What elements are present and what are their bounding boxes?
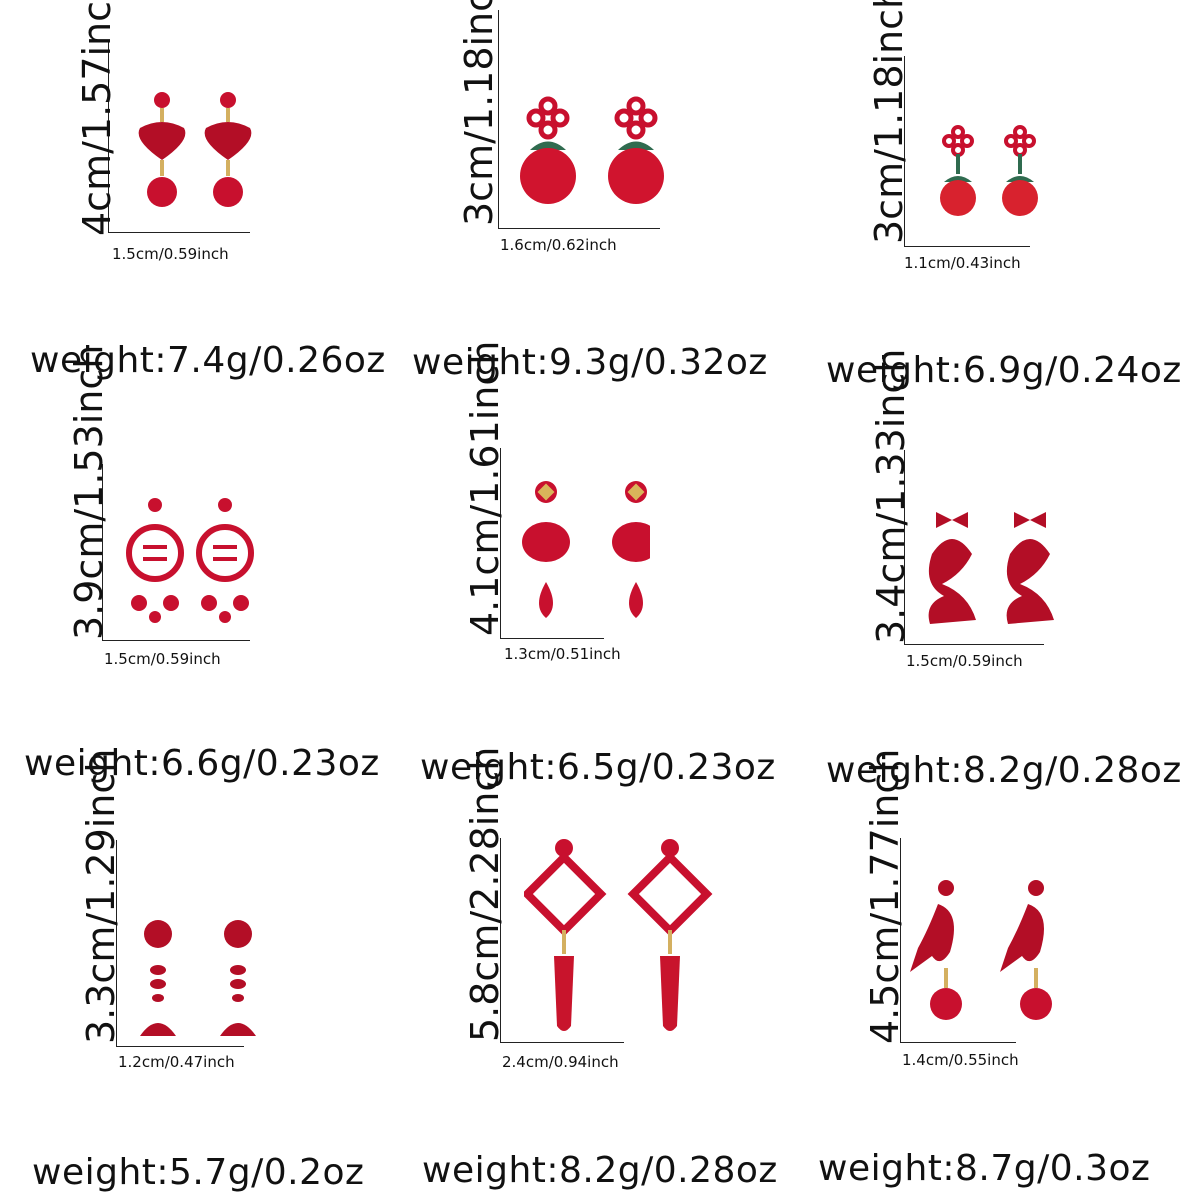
height-label: 4.1cm/1.61inch: [463, 340, 507, 636]
weight-label: weight:8.2g/0.28oz: [826, 750, 1182, 791]
weight-label: weight:6.6g/0.23oz: [24, 743, 380, 784]
height-axis: [500, 838, 501, 1042]
width-axis: [500, 1042, 624, 1043]
height-label: 3.4cm/1.33inch: [869, 348, 913, 644]
height-axis: [102, 464, 103, 640]
lantern-drop-earring-icon: [520, 480, 650, 630]
width-label: 1.5cm/0.59inch: [104, 650, 221, 668]
width-axis: [108, 232, 250, 233]
knot-persimmon-small-earring-icon: [934, 120, 1044, 230]
product-cell-1: 4cm/1.57inch 1.5cm/0.59inch weight:7.4g/…: [0, 0, 400, 400]
weight-label: weight:8.7g/0.3oz: [818, 1148, 1151, 1189]
width-label: 1.3cm/0.51inch: [504, 645, 621, 663]
height-label: 3cm/1.18inch: [457, 0, 501, 226]
height-axis: [498, 10, 499, 228]
product-cell-7: 3.3cm/1.29inch 1.2cm/0.47inch weight:5.7…: [0, 749, 400, 1200]
product-cell-6: 3.4cm/1.33inch 1.5cm/0.59inch weight:8.2…: [800, 349, 1200, 800]
height-axis: [904, 450, 905, 644]
width-axis: [102, 640, 250, 641]
height-axis: [900, 838, 901, 1042]
height-axis: [108, 42, 109, 232]
width-label: 1.5cm/0.59inch: [906, 652, 1023, 670]
koi-bead-earring-icon: [910, 878, 1060, 1028]
width-label: 1.6cm/0.62inch: [500, 236, 617, 254]
weight-label: weight:6.5g/0.23oz: [420, 747, 776, 788]
weight-label: weight:5.7g/0.2oz: [32, 1152, 365, 1193]
knot-persimmon-earring-icon: [518, 88, 678, 218]
chinese-knot-drop-earring-icon: [524, 838, 714, 1048]
width-label: 1.2cm/0.47inch: [118, 1053, 235, 1071]
product-cell-9: 4.5cm/1.77inch 1.4cm/0.55inch weight:8.7…: [800, 749, 1200, 1200]
product-cell-5: 4.1cm/1.61inch 1.3cm/0.51inch weight:6.5…: [400, 341, 800, 800]
width-label: 2.4cm/0.94inch: [502, 1053, 619, 1071]
weight-label: weight:8.2g/0.28oz: [422, 1150, 778, 1191]
width-axis: [498, 228, 660, 229]
height-label: 5.8cm/2.28inch: [463, 746, 507, 1042]
width-axis: [904, 246, 1030, 247]
product-cell-2: 3cm/1.18inch 1.6cm/0.62inch weight:9.3g/…: [400, 0, 800, 400]
product-cell-8: 5.8cm/2.28inch 2.4cm/0.94inch weight:8.2…: [400, 747, 800, 1200]
height-axis: [904, 56, 905, 246]
weight-label: weight:7.4g/0.26oz: [30, 340, 386, 381]
product-cell-4: 3.9cm/1.53inch 1.5cm/0.59inch weight:6.6…: [0, 345, 400, 800]
ruyi-bead-earring-icon: [135, 88, 265, 218]
width-axis: [500, 638, 604, 639]
height-label: 3.3cm/1.29inch: [79, 748, 123, 1044]
double-happiness-tassel-earring-icon: [125, 495, 255, 635]
width-axis: [116, 1046, 244, 1047]
bow-snake-earring-icon: [922, 504, 1062, 634]
product-cell-3: 3cm/1.18inch 1.1cm/0.43inch weight:6.9g/…: [800, 0, 1200, 400]
height-label: 4.5cm/1.77inch: [863, 748, 907, 1044]
width-axis: [900, 1042, 1016, 1043]
height-label: 4cm/1.57inch: [75, 0, 119, 236]
width-label: 1.5cm/0.59inch: [112, 245, 229, 263]
weight-label: weight:6.9g/0.24oz: [826, 350, 1182, 391]
height-label: 3.9cm/1.53inch: [67, 344, 111, 640]
width-axis: [904, 644, 1044, 645]
weight-label: weight:9.3g/0.32oz: [412, 342, 768, 383]
fan-bead-earring-icon: [140, 918, 260, 1048]
height-label: 3cm/1.18inch: [867, 0, 911, 244]
width-label: 1.1cm/0.43inch: [904, 254, 1021, 272]
height-axis: [116, 840, 117, 1046]
width-label: 1.4cm/0.55inch: [902, 1051, 1019, 1069]
height-axis: [500, 448, 501, 638]
